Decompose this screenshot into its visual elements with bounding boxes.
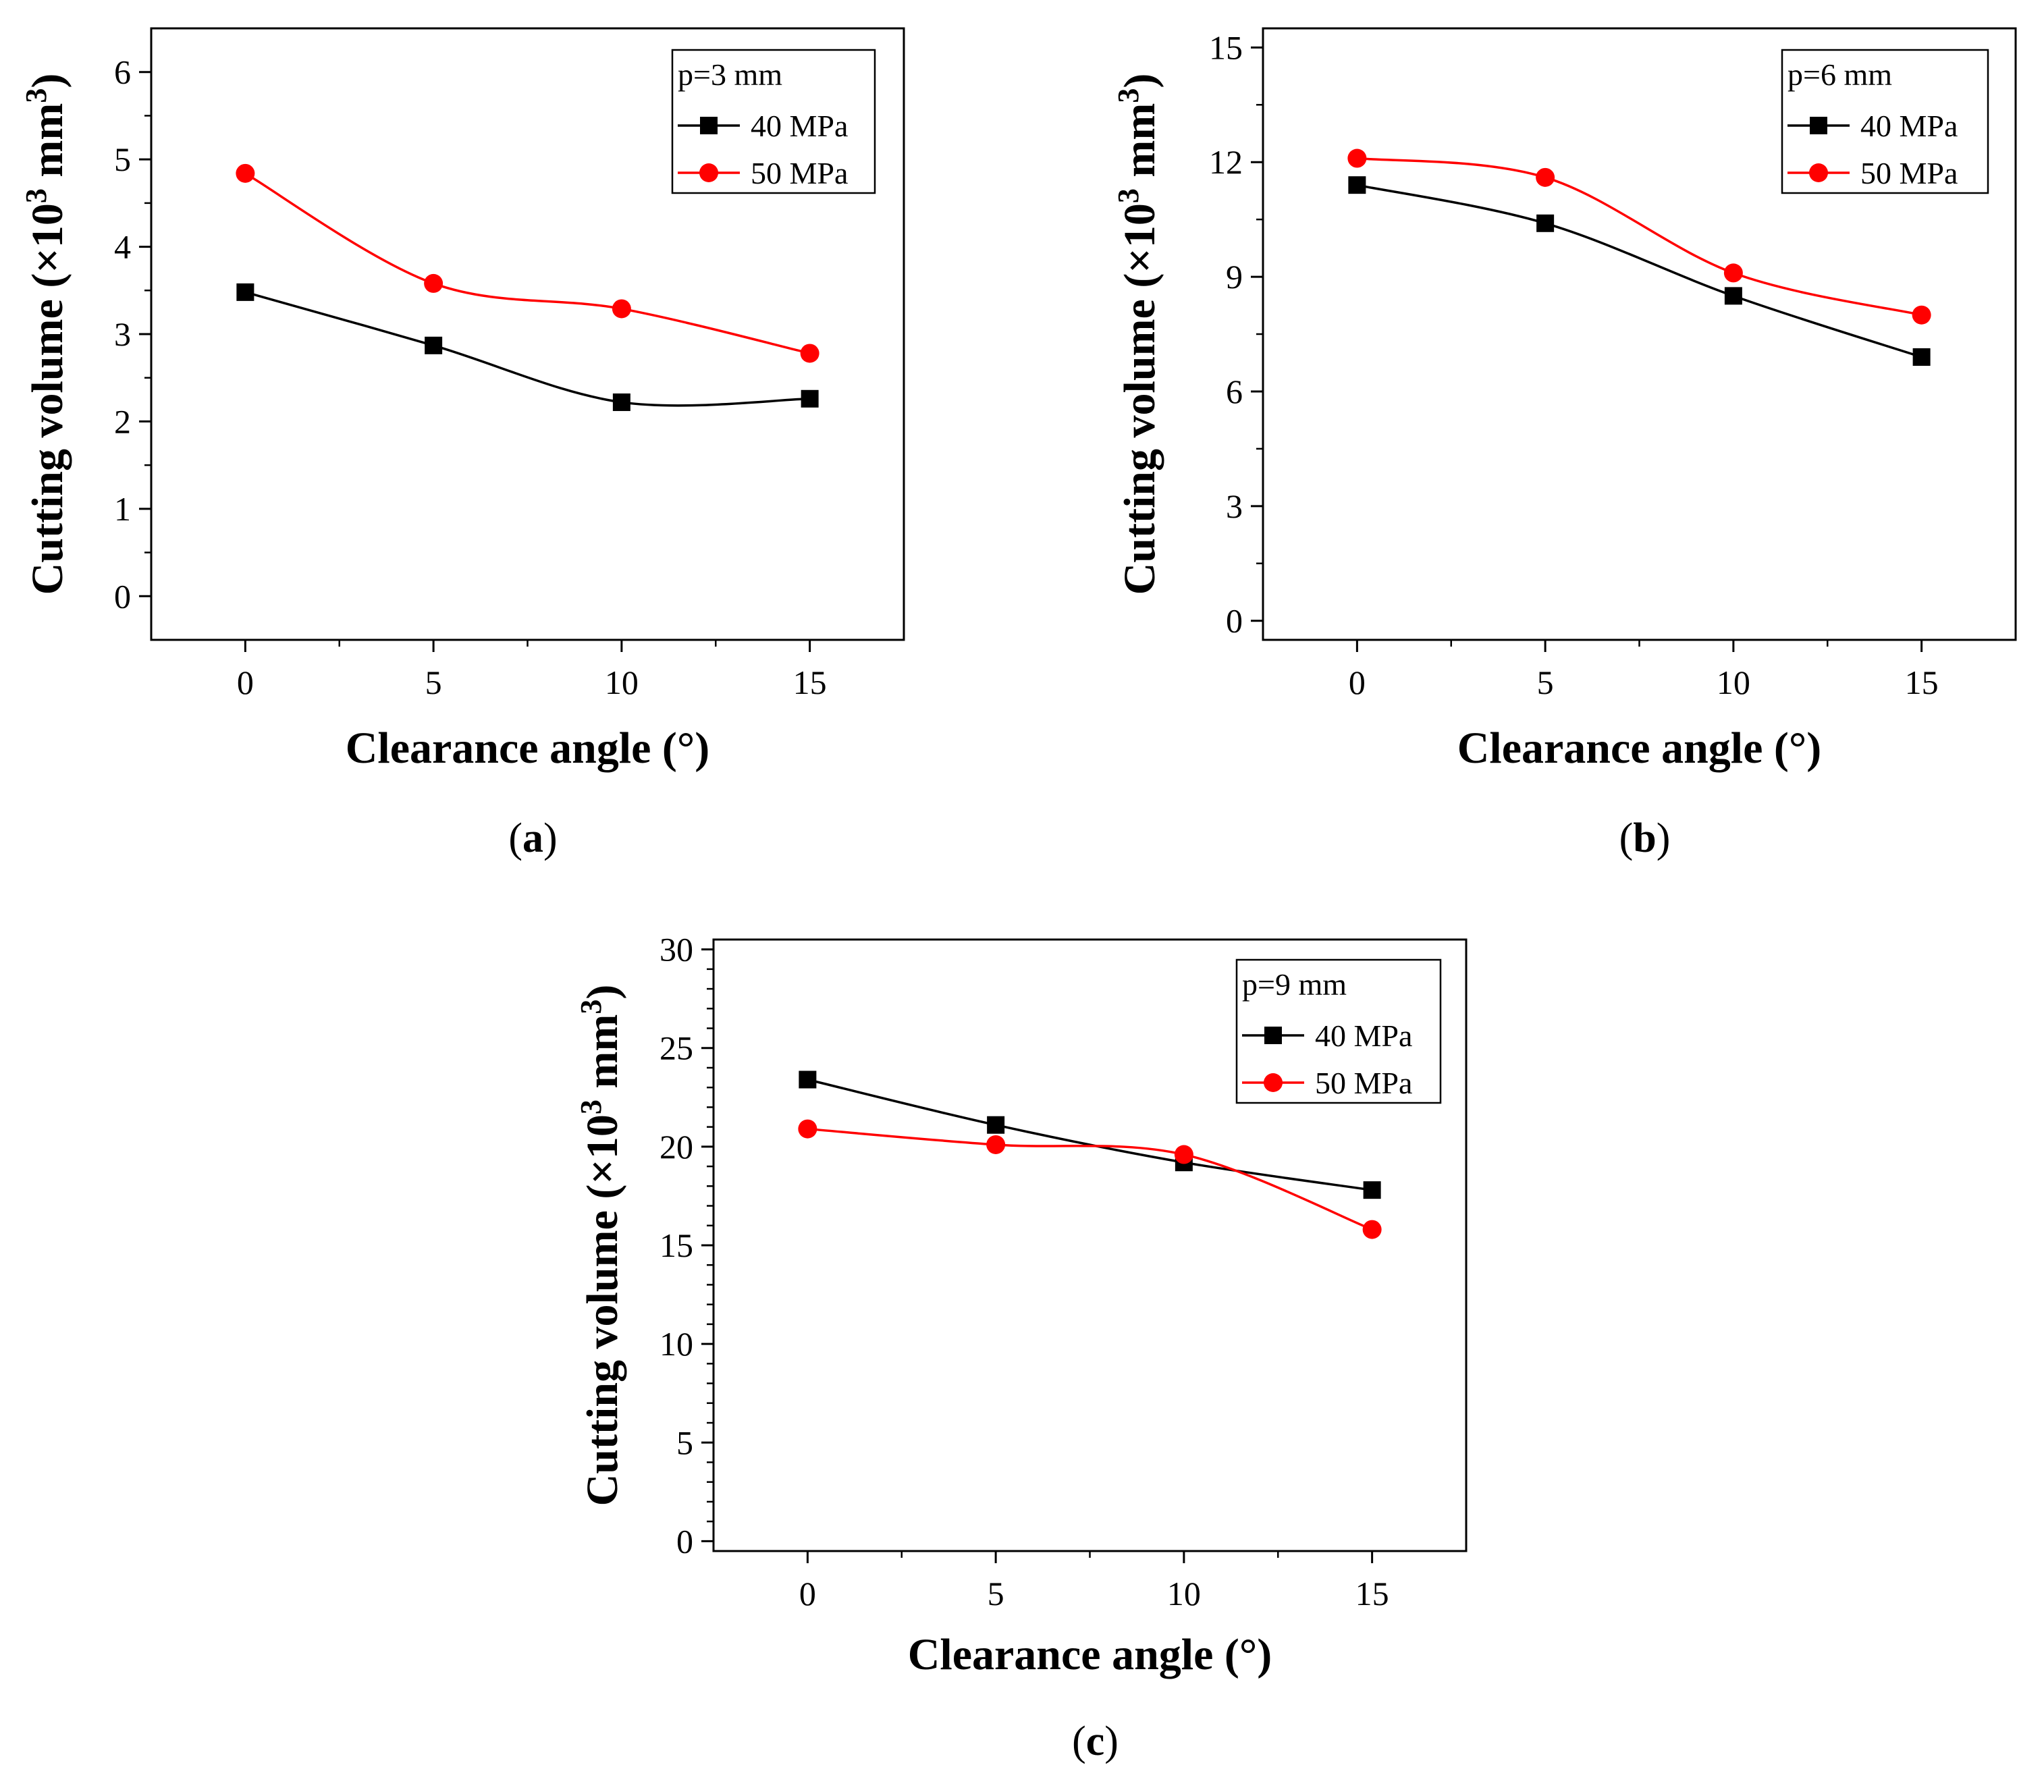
x-axis-title: Clearance angle (°)	[908, 1630, 1272, 1679]
data-point-40-mpa	[612, 393, 630, 411]
data-point-40-mpa	[799, 1070, 817, 1089]
legend-marker	[1809, 163, 1828, 182]
y-tick-label: 0	[114, 577, 131, 615]
panel-caption: (b)	[1619, 815, 1671, 861]
data-point-50-mpa	[424, 273, 443, 293]
x-tick-label: 5	[988, 1575, 1004, 1612]
legend: p=3 mm 40 MPa 50 MPa	[671, 49, 876, 194]
y-tick-label: 1	[114, 490, 131, 528]
y-tick-label: 5	[114, 140, 131, 178]
data-point-50-mpa	[612, 299, 631, 319]
legend-marker	[1810, 117, 1827, 134]
data-point-40-mpa	[1363, 1181, 1381, 1199]
y-tick-label: 12	[1209, 143, 1243, 181]
data-point-40-mpa	[236, 283, 254, 301]
y-tick-label: 3	[114, 315, 131, 353]
x-tick-label: 15	[793, 663, 827, 701]
x-tick-label: 5	[1537, 663, 1554, 701]
y-axis-title: Cutting volume (×103 mm3)	[574, 985, 628, 1506]
data-point-50-mpa	[1723, 263, 1743, 283]
data-point-50-mpa	[798, 1119, 817, 1139]
chart-panel-c: 0 5 10 15 0 5 10 15 20 25 30 p=9 mm 40 MPa 50 MPa Clea…	[574, 931, 1468, 1764]
x-tick-label: 15	[1355, 1575, 1389, 1612]
y-tick-label: 0	[676, 1522, 693, 1560]
data-point-40-mpa	[1536, 214, 1555, 232]
x-tick-label: 0	[799, 1575, 816, 1612]
legend-label: 40 MPa	[751, 109, 848, 143]
y-tick-label: 30	[660, 931, 693, 969]
y-tick-label: 15	[660, 1226, 693, 1264]
data-point-40-mpa	[1912, 348, 1931, 366]
legend-label: 40 MPa	[1860, 109, 1958, 143]
y-tick-label: 3	[1226, 487, 1243, 525]
legend-label: 50 MPa	[1315, 1066, 1412, 1100]
y-tick-label: 10	[660, 1325, 693, 1363]
x-tick-label: 10	[1167, 1575, 1201, 1612]
y-tick-label: 25	[660, 1029, 693, 1067]
x-axis-title: Clearance angle (°)	[1457, 724, 1822, 773]
y-tick-label: 9	[1226, 258, 1243, 296]
legend-label: 40 MPa	[1315, 1019, 1412, 1053]
series-line-40-mpa	[1357, 184, 1922, 358]
data-point-50-mpa	[236, 163, 255, 183]
legend-title: p=6 mm	[1787, 57, 1892, 92]
chart-panel-b: 0 5 10 15 0 3 6 9 12 15 p=6 mm 40 MPa 50 MPa Clearanc…	[1112, 27, 2017, 861]
x-tick-label: 0	[237, 663, 254, 701]
legend-marker	[700, 117, 718, 134]
y-tick-label: 20	[660, 1128, 693, 1166]
series-line-50-mpa	[244, 172, 811, 355]
x-tick-label: 10	[605, 663, 639, 701]
x-tick-label: 0	[1349, 663, 1366, 701]
x-axis-title: Clearance angle (°)	[346, 724, 710, 773]
data-point-40-mpa	[801, 389, 819, 408]
data-point-40-mpa	[425, 336, 443, 354]
legend: p=6 mm 40 MPa 50 MPa	[1781, 49, 1989, 194]
y-tick-label: 6	[1226, 373, 1243, 410]
y-tick-label: 5	[676, 1423, 693, 1461]
x-tick-label: 10	[1717, 663, 1750, 701]
series-line-50-mpa	[1357, 157, 1922, 317]
series-line-40-mpa	[244, 291, 810, 407]
y-tick-label: 2	[114, 402, 131, 440]
y-tick-label: 6	[114, 53, 131, 91]
y-tick-label: 4	[114, 228, 131, 266]
y-tick-label: 15	[1209, 28, 1243, 66]
legend: p=9 mm 40 MPa 50 MPa	[1235, 958, 1442, 1104]
data-point-50-mpa	[1536, 167, 1555, 187]
legend-title: p=3 mm	[678, 57, 782, 92]
legend-title: p=9 mm	[1242, 967, 1347, 1002]
legend-marker	[699, 163, 718, 182]
y-axis-title: Cutting volume (×103 mm3)	[20, 74, 73, 595]
data-point-50-mpa	[1912, 305, 1931, 325]
data-point-50-mpa	[1174, 1145, 1193, 1164]
data-point-50-mpa	[986, 1135, 1006, 1154]
y-tick-label: 0	[1226, 602, 1243, 640]
data-point-50-mpa	[800, 344, 819, 363]
panel-caption: (a)	[508, 815, 557, 861]
data-point-40-mpa	[987, 1116, 1005, 1134]
data-point-50-mpa	[1362, 1220, 1382, 1239]
y-axis-title: Cutting volume (×103 mm3)	[1112, 74, 1165, 595]
series-line-50-mpa	[807, 1127, 1373, 1231]
legend-label: 50 MPa	[751, 156, 848, 190]
data-point-40-mpa	[1724, 287, 1742, 305]
data-point-40-mpa	[1348, 176, 1366, 194]
x-tick-label: 5	[425, 663, 442, 701]
legend-marker	[1264, 1027, 1282, 1044]
data-point-50-mpa	[1347, 148, 1367, 168]
legend-label: 50 MPa	[1860, 156, 1958, 190]
panel-caption: (c)	[1072, 1718, 1119, 1764]
chart-panel-a: 0 5 10 15 0 1 2 3 4 5 6 p=3 mm 40 MPa 50 MPa Clearance…	[20, 27, 905, 861]
x-tick-label: 15	[1905, 663, 1939, 701]
legend-marker	[1264, 1073, 1283, 1092]
